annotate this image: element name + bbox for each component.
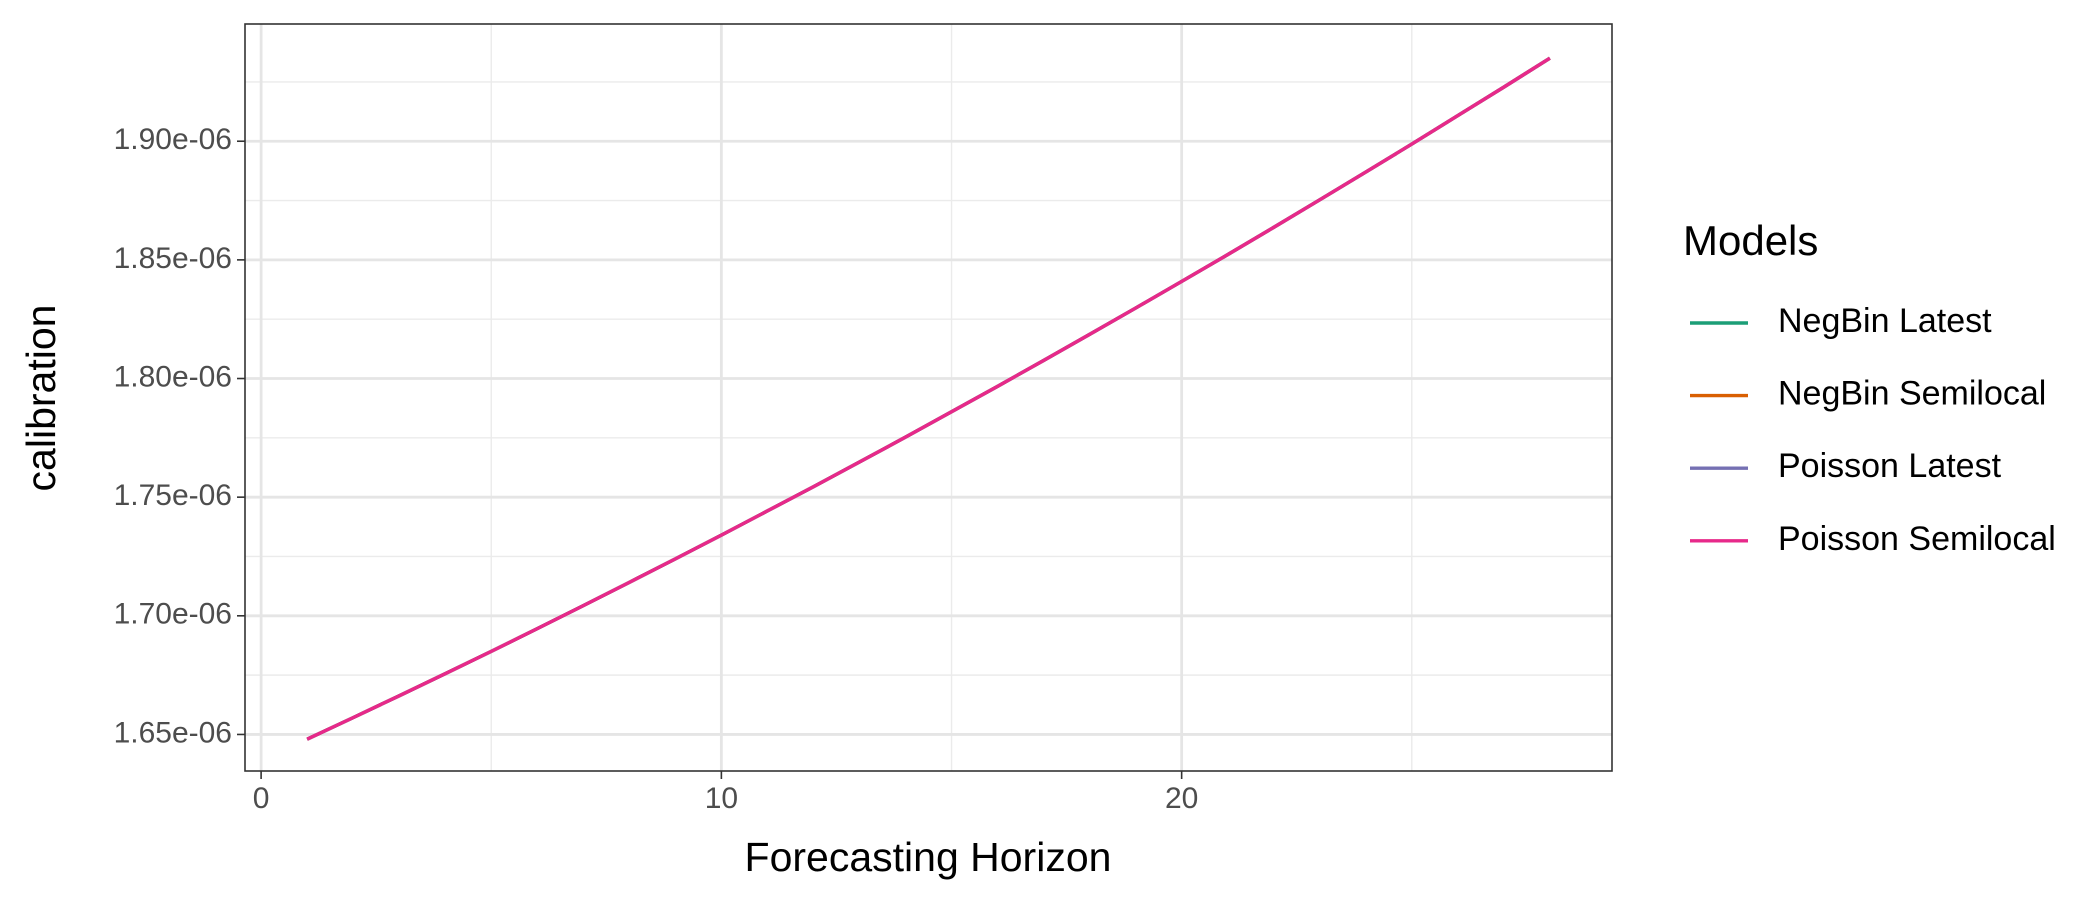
legend: NegBin Latest NegBin Semilocal Poisson Lat… [1690,302,2056,558]
legend-label: NegBin Semilocal [1778,375,2046,413]
y-tick-label: 1.75e-06 [114,479,232,512]
legend-label: NegBin Latest [1778,302,1992,340]
legend-label: Poisson Semilocal [1778,520,2056,558]
series-line [306,56,1551,741]
x-tick-label: 0 [253,782,270,815]
panel-border [244,23,1613,772]
y-tick-label: 1.70e-06 [114,598,232,631]
lines [306,56,1551,741]
x-tick-label: 10 [705,782,738,815]
x-tick-label: 20 [1165,782,1198,815]
y-tick-label: 1.90e-06 [114,123,232,156]
y-axis-title: calibration [18,305,64,492]
legend-title: Models [1683,217,1818,264]
x-axis-title: Forecasting Horizon [745,834,1112,880]
axes: 0 10 20 1.65e-06 1.70e-06 1.75e-06 1.80e-06 1.8… [114,123,1199,815]
legend-label: Poisson Latest [1778,447,2002,485]
y-tick-label: 1.65e-06 [114,716,232,749]
grid [245,24,1612,771]
y-tick-label: 1.85e-06 [114,242,232,275]
y-tick-label: 1.80e-06 [114,360,232,393]
